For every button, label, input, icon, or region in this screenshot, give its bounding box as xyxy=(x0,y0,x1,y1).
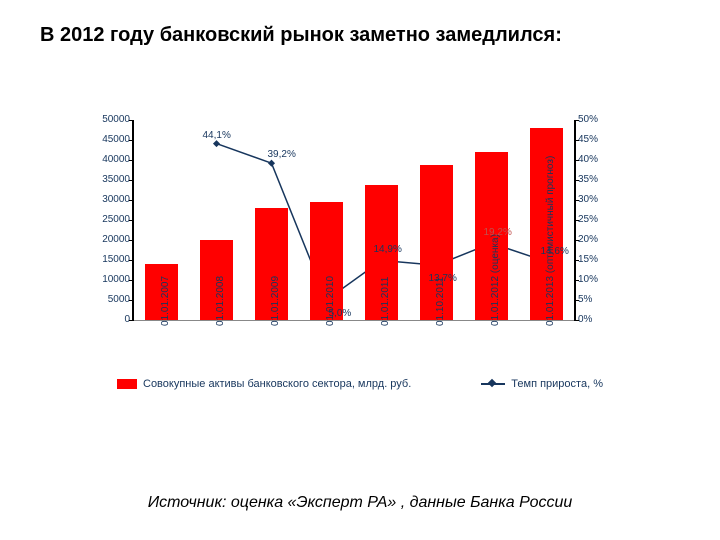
source-text: Источник: оценка «Эксперт РА» , данные Б… xyxy=(0,494,720,512)
ytick-left: 15000 xyxy=(90,254,134,265)
ytick-left: 20000 xyxy=(90,234,134,245)
ytick-right: 0% xyxy=(574,314,618,325)
ytick-right: 5% xyxy=(574,294,618,305)
chart: 0 5000 10000 15000 20000 25000 30000 35000 40000… xyxy=(80,120,640,390)
page-title: В 2012 году банковский рынок заметно зам… xyxy=(40,24,562,47)
ytick-right: 15% xyxy=(574,254,618,265)
ytick-right: 50% xyxy=(574,114,618,125)
legend-item-bar: Совокупные активы банковского сектора, м… xyxy=(117,378,411,390)
ytick-left: 30000 xyxy=(90,194,134,205)
plot-area: 0500010000150002000025000300003500040000… xyxy=(132,120,576,321)
ytick-right: 45% xyxy=(574,134,618,145)
x-category: 01.01.2007 xyxy=(160,276,171,326)
point-label: 44,1% xyxy=(203,130,231,141)
point-label: 5,0% xyxy=(329,308,352,319)
point-label: 19,2% xyxy=(484,227,512,238)
ytick-left: 50000 xyxy=(90,114,134,125)
point-label: 14,9% xyxy=(374,244,402,255)
ytick-left: 5000 xyxy=(90,294,134,305)
x-category: 01.01.2012 (оценка) xyxy=(490,234,501,326)
legend-bar-label: Совокупные активы банковского сектора, м… xyxy=(143,378,411,390)
ytick-right: 20% xyxy=(574,234,618,245)
point-label: 13,7% xyxy=(429,273,457,284)
x-category: 01.01.2011 xyxy=(380,277,391,326)
ytick-left: 40000 xyxy=(90,154,134,165)
ytick-right: 40% xyxy=(574,154,618,165)
ytick-right: 25% xyxy=(574,214,618,225)
x-category: 01.01.2009 xyxy=(270,276,281,326)
legend-item-line: Темп прироста, % xyxy=(481,378,603,390)
legend: Совокупные активы банковского сектора, м… xyxy=(80,378,640,390)
line-swatch xyxy=(481,383,505,385)
x-category: 01.01.2008 xyxy=(215,276,226,326)
ytick-right: 10% xyxy=(574,274,618,285)
ytick-left: 0 xyxy=(90,314,134,325)
ytick-left: 25000 xyxy=(90,214,134,225)
ytick-left: 35000 xyxy=(90,174,134,185)
bar-swatch xyxy=(117,379,137,389)
ytick-right: 35% xyxy=(574,174,618,185)
ytick-left: 10000 xyxy=(90,274,134,285)
point-label: 14,6% xyxy=(541,246,569,257)
point-label: 39,2% xyxy=(268,149,296,160)
legend-line-label: Темп прироста, % xyxy=(511,378,603,390)
x-category: 01.01.2013 (оптимистичный прогноз) xyxy=(545,156,556,326)
ytick-left: 45000 xyxy=(90,134,134,145)
ytick-right: 30% xyxy=(574,194,618,205)
